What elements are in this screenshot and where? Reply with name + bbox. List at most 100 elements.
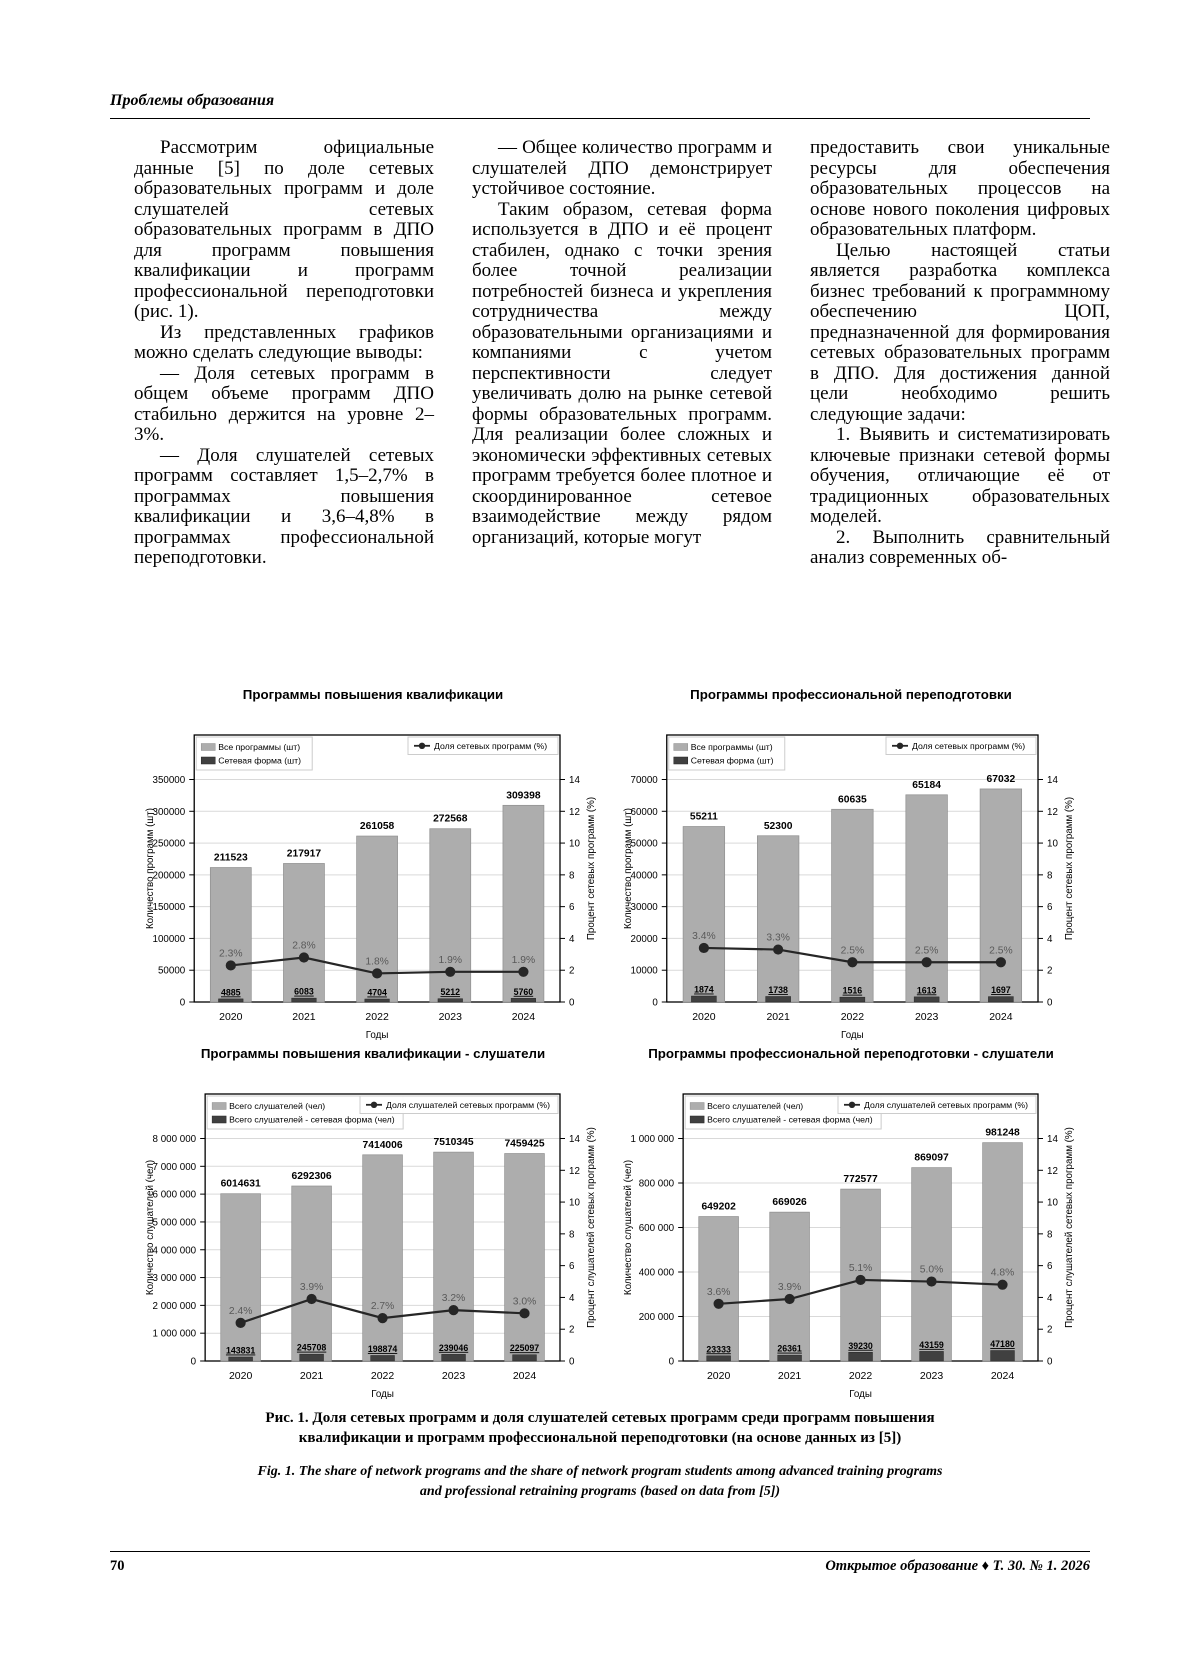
svg-text:3.6%: 3.6% xyxy=(707,1287,730,1298)
svg-text:6: 6 xyxy=(1047,902,1053,913)
svg-text:2021: 2021 xyxy=(778,1370,802,1382)
svg-text:Программы профессиональной пер: Программы профессиональной переподготовк… xyxy=(648,1046,1054,1061)
svg-text:225097: 225097 xyxy=(510,1343,539,1353)
svg-text:3 000 000: 3 000 000 xyxy=(153,1273,197,1284)
svg-text:7510345: 7510345 xyxy=(433,1137,473,1148)
svg-text:2: 2 xyxy=(569,966,574,977)
svg-text:14: 14 xyxy=(569,775,580,786)
svg-text:981248: 981248 xyxy=(985,1128,1020,1139)
svg-text:2024: 2024 xyxy=(513,1370,537,1382)
svg-text:3.9%: 3.9% xyxy=(300,1282,323,1293)
svg-text:6: 6 xyxy=(569,902,575,913)
svg-text:2.4%: 2.4% xyxy=(229,1306,252,1317)
svg-text:26361: 26361 xyxy=(777,1344,802,1354)
svg-text:2: 2 xyxy=(1047,1325,1052,1336)
svg-text:0: 0 xyxy=(569,998,575,1009)
svg-text:5.0%: 5.0% xyxy=(920,1265,943,1276)
svg-text:60635: 60635 xyxy=(838,794,867,805)
svg-text:3.9%: 3.9% xyxy=(778,1282,801,1293)
svg-text:Процент сетевых программ (%): Процент сетевых программ (%) xyxy=(1064,797,1075,940)
svg-text:1.9%: 1.9% xyxy=(439,955,462,966)
svg-text:2.3%: 2.3% xyxy=(219,948,242,959)
svg-text:5212: 5212 xyxy=(440,987,460,997)
svg-text:70000: 70000 xyxy=(631,775,659,786)
svg-text:Все программы (шт): Все программы (шт) xyxy=(218,742,300,752)
svg-text:Всего слушателей - сетевая фор: Всего слушателей - сетевая форма (чел) xyxy=(707,1115,873,1125)
svg-text:2023: 2023 xyxy=(920,1370,944,1382)
svg-text:0: 0 xyxy=(180,998,186,1009)
svg-text:869097: 869097 xyxy=(914,1153,949,1164)
svg-text:Всего слушателей (чел): Всего слушателей (чел) xyxy=(707,1101,803,1111)
svg-text:4: 4 xyxy=(1047,1293,1053,1304)
svg-text:12: 12 xyxy=(569,1166,580,1177)
svg-text:0: 0 xyxy=(569,1357,575,1368)
svg-text:4: 4 xyxy=(569,1293,575,1304)
svg-text:772577: 772577 xyxy=(843,1174,878,1185)
svg-text:2024: 2024 xyxy=(512,1011,536,1023)
svg-text:669026: 669026 xyxy=(772,1197,807,1208)
svg-text:3.2%: 3.2% xyxy=(442,1293,465,1304)
svg-text:1.8%: 1.8% xyxy=(365,956,388,967)
svg-text:Доля сетевых программ (%): Доля сетевых программ (%) xyxy=(434,741,547,751)
svg-text:Доля сетевых программ (%): Доля сетевых программ (%) xyxy=(912,741,1025,751)
svg-text:2020: 2020 xyxy=(692,1011,716,1023)
svg-text:2 000 000: 2 000 000 xyxy=(153,1301,197,1312)
svg-text:10: 10 xyxy=(1047,839,1058,850)
svg-text:1 000 000: 1 000 000 xyxy=(631,1134,675,1145)
svg-text:0: 0 xyxy=(669,1357,675,1368)
svg-text:47180: 47180 xyxy=(990,1339,1015,1349)
svg-text:67032: 67032 xyxy=(987,774,1016,785)
svg-text:8 000 000: 8 000 000 xyxy=(153,1134,197,1145)
svg-text:Количество программ (шт): Количество программ (шт) xyxy=(623,808,634,929)
svg-text:2022: 2022 xyxy=(371,1370,395,1382)
svg-text:Сетевая форма (шт): Сетевая форма (шт) xyxy=(691,756,774,766)
svg-text:6 000 000: 6 000 000 xyxy=(153,1190,197,1201)
svg-text:Годы: Годы xyxy=(366,1030,389,1041)
svg-text:2020: 2020 xyxy=(219,1011,243,1023)
svg-text:55211: 55211 xyxy=(690,812,718,823)
svg-text:245708: 245708 xyxy=(297,1343,326,1353)
svg-text:Сетевая форма (шт): Сетевая форма (шт) xyxy=(218,756,301,766)
svg-text:150000: 150000 xyxy=(153,902,186,913)
svg-text:8: 8 xyxy=(1047,1229,1053,1240)
svg-text:100000: 100000 xyxy=(153,934,186,945)
svg-text:309398: 309398 xyxy=(506,790,541,801)
svg-text:649202: 649202 xyxy=(701,1202,736,1213)
svg-text:8: 8 xyxy=(569,1229,575,1240)
svg-text:6014631: 6014631 xyxy=(221,1179,261,1190)
svg-text:Количество слушателей (чел): Количество слушателей (чел) xyxy=(623,1160,634,1295)
svg-text:2023: 2023 xyxy=(915,1011,939,1023)
svg-text:2020: 2020 xyxy=(707,1370,731,1382)
svg-text:50000: 50000 xyxy=(158,966,186,977)
svg-text:2: 2 xyxy=(569,1325,574,1336)
svg-text:0: 0 xyxy=(1047,998,1053,1009)
svg-text:1 000 000: 1 000 000 xyxy=(153,1329,197,1340)
svg-text:3.3%: 3.3% xyxy=(766,933,789,944)
svg-text:65184: 65184 xyxy=(912,780,941,791)
svg-text:Доля слушателей сетевых програ: Доля слушателей сетевых программ (%) xyxy=(386,1100,550,1110)
svg-text:400 000: 400 000 xyxy=(639,1268,675,1279)
svg-text:239046: 239046 xyxy=(439,1343,468,1353)
svg-text:10: 10 xyxy=(569,839,580,850)
svg-text:10: 10 xyxy=(1047,1198,1058,1209)
svg-text:261058: 261058 xyxy=(360,821,395,832)
svg-text:6083: 6083 xyxy=(294,987,314,997)
svg-text:30000: 30000 xyxy=(631,902,659,913)
svg-text:2021: 2021 xyxy=(292,1011,316,1023)
svg-text:4.8%: 4.8% xyxy=(991,1268,1014,1279)
svg-text:0: 0 xyxy=(191,1357,197,1368)
svg-text:14: 14 xyxy=(1047,775,1058,786)
svg-text:7414006: 7414006 xyxy=(363,1140,403,1151)
svg-text:4: 4 xyxy=(1047,934,1053,945)
svg-text:2.5%: 2.5% xyxy=(915,945,938,956)
svg-text:Программы повышения квалификац: Программы повышения квалификации - слуша… xyxy=(201,1046,545,1061)
svg-text:0: 0 xyxy=(1047,1357,1053,1368)
svg-text:5760: 5760 xyxy=(514,987,534,997)
svg-text:Годы: Годы xyxy=(849,1389,872,1400)
svg-text:Программы профессиональной пер: Программы профессиональной переподготовк… xyxy=(690,687,1012,702)
svg-text:7 000 000: 7 000 000 xyxy=(153,1162,197,1173)
svg-text:2: 2 xyxy=(1047,966,1052,977)
svg-text:Годы: Годы xyxy=(841,1030,864,1041)
svg-text:8: 8 xyxy=(1047,870,1053,881)
svg-text:250000: 250000 xyxy=(153,839,186,850)
